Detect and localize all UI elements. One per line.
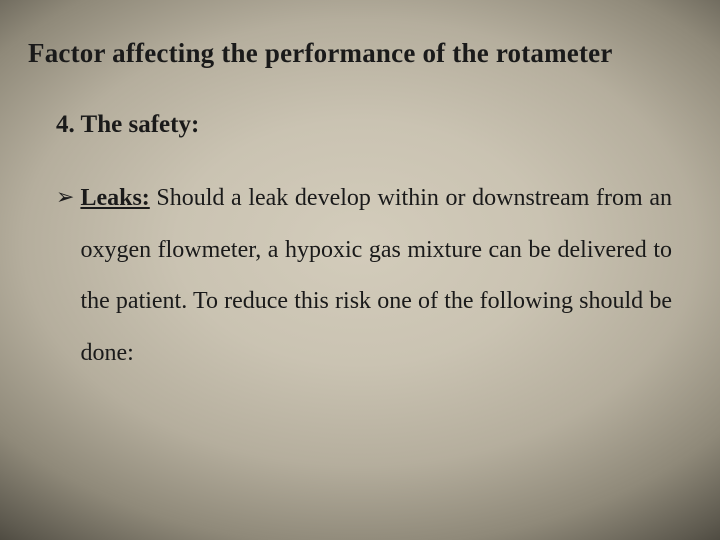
- slide-title: Factor affecting the performance of the …: [28, 38, 692, 69]
- bullet-row: ➢ Leaks: Should a leak develop within or…: [56, 173, 672, 379]
- bullet-text: Leaks: Should a leak develop within or d…: [80, 173, 672, 379]
- bullet-body: Should a leak develop within or downstre…: [80, 185, 672, 366]
- slide-subheading: 4. The safety:: [56, 111, 692, 139]
- slide-container: Factor affecting the performance of the …: [0, 0, 720, 540]
- bullet-block: ➢ Leaks: Should a leak develop within or…: [56, 173, 672, 379]
- chevron-right-icon: ➢: [56, 173, 74, 220]
- bullet-lead: Leaks:: [80, 185, 149, 211]
